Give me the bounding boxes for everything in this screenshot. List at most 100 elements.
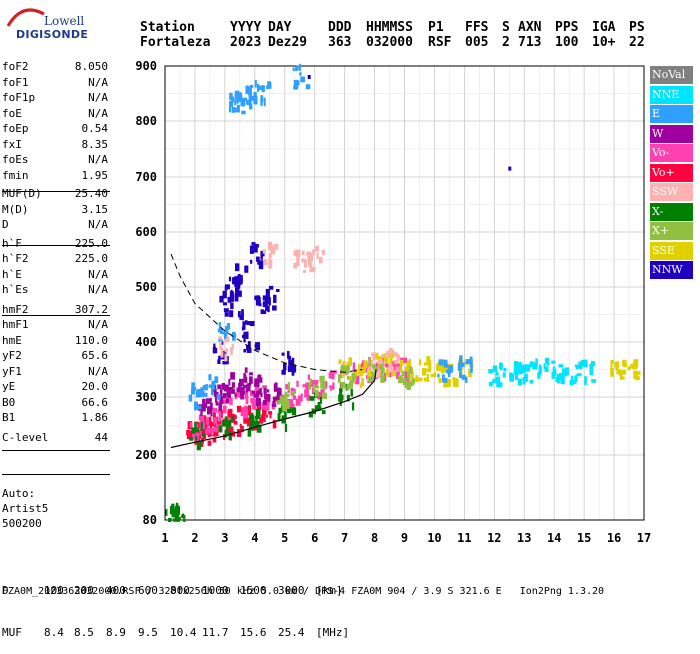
param-row: MUF(D) 25.40 <box>2 186 108 202</box>
echo-mark-e <box>234 94 239 99</box>
echo-mark-vo- <box>207 432 211 438</box>
echo-mark-sse <box>445 364 449 373</box>
echo-mark-w <box>253 393 259 398</box>
echo-mark-sse <box>389 357 393 365</box>
echo-mark-e <box>298 63 301 71</box>
echo-mark-nne <box>513 361 518 368</box>
echo-mark-vo- <box>396 360 399 368</box>
param-name: foEs <box>2 153 29 166</box>
echo-mark-vo- <box>304 389 309 398</box>
echo-mark-w <box>273 383 278 392</box>
echo-mark-x- <box>226 419 232 428</box>
echo-mark-vo- <box>289 403 295 409</box>
echo-mark-w <box>215 401 219 406</box>
y-tick-label: 400 <box>135 335 157 349</box>
echo-mark-e <box>238 92 242 99</box>
echo-mark-ssw <box>295 249 301 258</box>
echo-mark-vo- <box>352 362 356 370</box>
echo-mark-sse <box>630 363 636 369</box>
echo-mark-w <box>201 404 206 412</box>
echo-mark-sse <box>338 359 342 365</box>
echo-mark-nne <box>518 367 522 375</box>
echo-mark-ssw <box>378 366 381 374</box>
echo-mark-e <box>437 373 440 378</box>
echo-mark-x- <box>406 380 412 390</box>
param-value: 307.2 <box>74 302 108 316</box>
echo-mark-sse <box>399 359 404 366</box>
param-row: foE N/A <box>2 106 108 122</box>
echo-mark-x- <box>322 392 328 399</box>
echo-mark-w <box>227 390 231 399</box>
echo-mark-e <box>248 95 253 101</box>
muf-unit: [MHz] <box>316 626 350 639</box>
echo-mark-e <box>218 339 223 343</box>
echo-mark-w <box>212 388 217 393</box>
echo-mark-x- <box>283 402 287 410</box>
polarization-legend: NoVal NNE E W Vo- Vo+ SSW X- X+ SSE NNW <box>650 66 693 281</box>
echo-mark-x- <box>224 429 228 438</box>
header-label: PPS <box>555 20 579 35</box>
x-tick-label: 1 <box>161 531 168 545</box>
echo-mark-x- <box>287 382 290 391</box>
echo-mark-e <box>460 362 465 367</box>
muf-value: 15.6 <box>240 626 267 639</box>
echo-mark-nne <box>574 375 577 385</box>
auto-code: 500200 <box>2 517 42 530</box>
echo-mark-ssw <box>302 269 307 274</box>
echo-mark-e <box>443 363 449 368</box>
x-tick-label: 12 <box>487 531 501 545</box>
x-tick-label: 8 <box>371 531 378 545</box>
echo-mark-ssw <box>383 360 386 365</box>
echo-mark-ssw <box>226 336 230 343</box>
echo-mark-x- <box>340 384 343 393</box>
echo-mark-vo- <box>388 370 392 378</box>
echo-mark-nnw <box>264 296 269 305</box>
echo-mark-vo- <box>317 391 322 400</box>
echo-mark-nne <box>570 375 574 385</box>
echo-mark-ssw <box>381 354 384 358</box>
echo-mark-vo- <box>212 438 217 443</box>
x-tick-label: 14 <box>547 531 561 545</box>
echo-mark-x- <box>317 406 322 411</box>
header-label: FFS <box>465 20 489 35</box>
echo-mark-sse <box>412 378 418 383</box>
echo-mark-nne <box>498 363 503 369</box>
echo-mark-nnw <box>243 334 246 343</box>
param-name: D <box>2 218 9 231</box>
param-row: yF2 65.6 <box>2 348 108 364</box>
echo-mark-nnw <box>267 305 270 313</box>
echo-mark-nne <box>488 369 493 374</box>
echo-mark-nnw <box>240 277 243 282</box>
echo-mark-vo- <box>285 384 290 390</box>
echo-mark-x- <box>277 413 281 422</box>
echo-mark-ssw <box>294 249 298 256</box>
param-row: B1 1.86 <box>2 410 108 426</box>
echo-mark-ssw <box>262 249 266 254</box>
echo-mark-nnw <box>291 364 297 373</box>
echo-mark-x- <box>340 366 346 374</box>
echo-mark-x- <box>255 419 258 424</box>
muf-table: D 100 200 400 600 800 1000 1500 3000 [km… <box>2 556 349 654</box>
echo-mark-e <box>217 328 221 333</box>
legend-item-x-: X- <box>650 202 693 221</box>
x-tick-label: 17 <box>637 531 651 545</box>
header-values-row: Fortaleza 2023 Dez29 363 032000 RSF 005 … <box>140 35 653 50</box>
echo-mark-ssw <box>386 350 391 358</box>
echo-mark-sse <box>348 357 352 367</box>
echo-mark-x- <box>401 371 405 377</box>
echo-mark-sse <box>610 362 613 368</box>
param-value: 1.86 <box>81 411 109 424</box>
y-tick-label: 900 <box>135 59 157 73</box>
x-tick-label: 15 <box>577 531 591 545</box>
param-value: 44 <box>94 430 108 444</box>
param-name: yF2 <box>2 349 22 362</box>
echo-mark-sse <box>426 368 431 373</box>
param-name: MUF(D) <box>2 187 42 200</box>
echo-mark-nnw <box>265 302 268 311</box>
echo-mark-nnw <box>244 265 249 273</box>
echo-mark-e <box>188 394 193 402</box>
echo-mark-w <box>244 367 248 373</box>
echo-mark-e <box>234 98 237 106</box>
y-tick-label: 200 <box>135 448 157 462</box>
echo-mark-sse <box>391 371 397 377</box>
